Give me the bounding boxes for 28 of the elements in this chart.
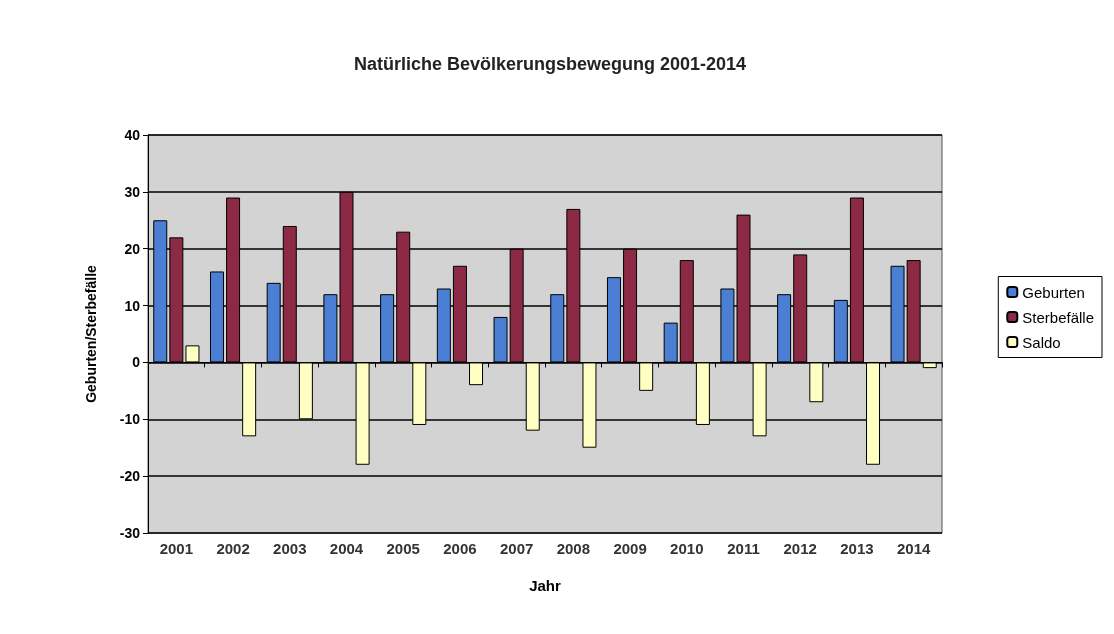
y-axis-title: Geburten/Sterbefälle <box>83 264 99 403</box>
chart-title: Natürliche Bevölkerungsbewegung 2001-2014 <box>353 54 747 74</box>
y-tick-label: 20 <box>124 240 141 257</box>
x-tick-label: 2006 <box>443 540 477 557</box>
x-tick-label: 2001 <box>159 540 194 557</box>
y-tick-label: 0 <box>132 354 141 371</box>
x-axis-title: Jahr <box>529 577 561 594</box>
x-tick-label: 2010 <box>670 540 704 557</box>
x-tick-label: 2012 <box>783 540 817 557</box>
y-tick-label: 30 <box>124 183 141 200</box>
legend-label: Geburten <box>1022 283 1085 301</box>
x-tick-label: 2013 <box>840 540 874 557</box>
y-tick-label: -30 <box>119 525 141 541</box>
x-tick-label: 2011 <box>727 540 760 557</box>
x-tick-label: 2014 <box>896 540 931 557</box>
y-tick-label: -10 <box>119 411 141 428</box>
x-tick-label: 2008 <box>556 540 591 557</box>
x-tick-label: 2002 <box>216 540 250 557</box>
x-tick-label: 2004 <box>329 540 364 557</box>
y-tick-label: -20 <box>119 468 141 485</box>
x-tick-label: 2009 <box>613 540 647 557</box>
x-tick-label: 2005 <box>386 540 420 557</box>
x-tick-label: 2007 <box>499 540 534 557</box>
legend-label: Saldo <box>1022 333 1061 351</box>
y-tick-label: 40 <box>124 127 141 143</box>
legend-label: Sterbefälle <box>1022 308 1095 326</box>
x-tick-label: 2003 <box>273 540 307 557</box>
y-tick-label: 10 <box>124 297 141 314</box>
